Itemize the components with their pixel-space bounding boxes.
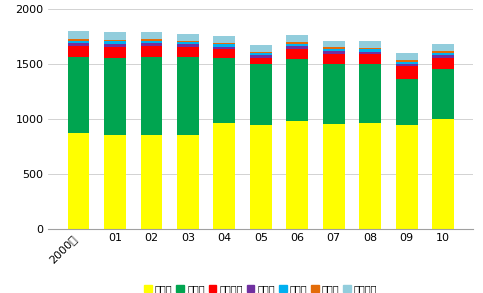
Bar — [432, 119, 454, 229]
Legend: 菜種油, 大豆油, コーン油, こめ油, ごま油, 綵実油, その他油: 菜種油, 大豆油, コーン油, こめ油, ごま油, 綵実油, その他油 — [142, 282, 380, 293]
Bar — [432, 69, 454, 119]
Bar — [359, 41, 381, 48]
Bar — [396, 53, 418, 60]
Bar — [68, 31, 89, 39]
Bar — [68, 41, 89, 43]
Bar — [213, 123, 235, 229]
Bar — [177, 45, 199, 47]
Bar — [286, 44, 308, 46]
Bar — [432, 53, 454, 55]
Bar — [213, 47, 235, 50]
Bar — [213, 43, 235, 45]
Bar — [359, 64, 381, 123]
Bar — [359, 50, 381, 52]
Bar — [359, 48, 381, 50]
Bar — [177, 134, 199, 229]
Bar — [104, 58, 126, 134]
Bar — [286, 59, 308, 121]
Bar — [68, 39, 89, 41]
Bar — [141, 46, 162, 57]
Bar — [104, 32, 126, 40]
Bar — [141, 32, 162, 39]
Bar — [432, 44, 454, 51]
Bar — [213, 45, 235, 47]
Bar — [286, 121, 308, 229]
Bar — [323, 124, 345, 229]
Bar — [68, 43, 89, 46]
Bar — [359, 54, 381, 64]
Bar — [286, 42, 308, 44]
Bar — [104, 47, 126, 58]
Bar — [396, 62, 418, 64]
Bar — [286, 35, 308, 42]
Bar — [396, 67, 418, 79]
Bar — [141, 41, 162, 43]
Bar — [250, 58, 272, 64]
Bar — [323, 47, 345, 49]
Bar — [250, 125, 272, 229]
Bar — [104, 40, 126, 41]
Bar — [213, 50, 235, 58]
Bar — [177, 41, 199, 42]
Bar — [68, 46, 89, 57]
Bar — [213, 36, 235, 43]
Bar — [432, 58, 454, 69]
Bar — [250, 45, 272, 52]
Bar — [286, 49, 308, 59]
Bar — [432, 51, 454, 53]
Bar — [104, 134, 126, 229]
Bar — [359, 52, 381, 54]
Bar — [323, 64, 345, 124]
Bar — [68, 133, 89, 229]
Bar — [141, 134, 162, 229]
Bar — [141, 43, 162, 46]
Bar — [141, 57, 162, 134]
Bar — [250, 55, 272, 58]
Bar — [104, 41, 126, 44]
Bar — [286, 46, 308, 49]
Bar — [104, 44, 126, 47]
Bar — [250, 64, 272, 125]
Bar — [396, 125, 418, 229]
Bar — [323, 49, 345, 51]
Bar — [432, 55, 454, 58]
Bar — [323, 51, 345, 54]
Bar — [177, 33, 199, 41]
Bar — [396, 64, 418, 67]
Bar — [141, 39, 162, 41]
Bar — [213, 58, 235, 123]
Bar — [250, 52, 272, 53]
Bar — [396, 60, 418, 62]
Bar — [177, 42, 199, 45]
Bar — [323, 54, 345, 64]
Bar — [250, 53, 272, 55]
Bar — [323, 41, 345, 47]
Bar — [359, 123, 381, 229]
Bar — [177, 47, 199, 57]
Bar — [68, 57, 89, 133]
Bar — [396, 79, 418, 125]
Bar — [177, 57, 199, 134]
